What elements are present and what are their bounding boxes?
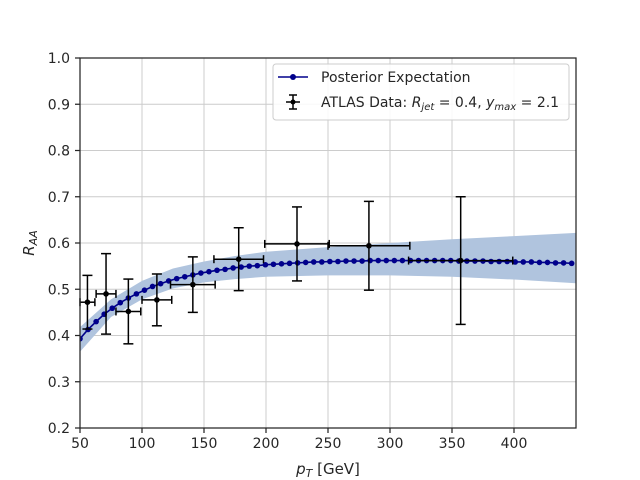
y-tick-label: 0.3 — [48, 375, 70, 391]
posterior-point — [488, 258, 494, 265]
posterior-point — [319, 259, 325, 265]
posterior-point — [181, 273, 188, 280]
posterior-point — [343, 258, 349, 264]
posterior-point — [230, 265, 236, 271]
posterior-point — [310, 259, 317, 265]
atlas-data-series-group — [79, 196, 514, 345]
posterior-point — [80, 335, 83, 342]
x-tick-label: 300 — [377, 436, 404, 452]
posterior-point — [214, 267, 220, 274]
y-tick-label: 0.9 — [48, 97, 70, 113]
legend-label-atlas: ATLAS Data: Rjet = 0.4, ymax = 2.1 — [321, 95, 559, 113]
posterior-point — [222, 266, 228, 273]
data-point — [294, 241, 300, 247]
posterior-point — [536, 259, 543, 266]
posterior-point — [399, 257, 406, 264]
posterior-point — [262, 261, 269, 268]
posterior-point — [335, 258, 341, 265]
legend-errorbar-marker — [290, 99, 296, 105]
posterior-point — [520, 259, 527, 265]
posterior-point — [206, 268, 212, 275]
posterior-point — [504, 258, 510, 265]
posterior-point — [359, 258, 365, 264]
posterior-point — [351, 258, 357, 264]
posterior-point — [254, 262, 261, 269]
data-point — [190, 281, 196, 288]
posterior-point — [157, 280, 164, 287]
legend-box — [272, 63, 570, 121]
posterior-point — [117, 299, 124, 306]
posterior-point — [327, 258, 333, 265]
y-tick-label: 0.7 — [48, 190, 70, 206]
y-tick-label: 0.2 — [48, 421, 70, 437]
data-point — [103, 291, 109, 297]
posterior-point — [149, 283, 156, 290]
data-point — [366, 242, 372, 249]
x-tick-label: 100 — [129, 436, 156, 452]
posterior-point — [238, 264, 244, 270]
x-axis-label: pT [GeV] — [295, 460, 360, 480]
posterior-point — [270, 261, 277, 268]
posterior-point — [375, 257, 382, 264]
data-point — [154, 297, 160, 303]
legend: Posterior Expectation ATLAS Data: Rjet =… — [272, 63, 570, 121]
posterior-point — [391, 257, 398, 264]
y-tick-label: 0.4 — [48, 329, 70, 345]
posterior-point — [512, 259, 519, 265]
x-tick-label: 400 — [501, 436, 528, 452]
y-tick-label: 0.6 — [48, 236, 70, 252]
posterior-point — [278, 261, 285, 267]
legend-label-posterior: Posterior Expectation — [321, 70, 471, 86]
x-tick-label: 350 — [439, 436, 466, 452]
x-tick-label: 150 — [191, 436, 218, 452]
y-tick-label: 0.8 — [48, 144, 70, 160]
y-tick-label: 0.5 — [48, 282, 70, 298]
x-tick-label: 200 — [253, 436, 280, 452]
data-point — [84, 299, 91, 306]
posterior-point — [528, 259, 535, 265]
posterior-point — [141, 287, 148, 293]
posterior-point — [496, 258, 502, 265]
posterior-point — [568, 260, 575, 267]
posterior-point — [286, 260, 293, 267]
x-axis-ticks: 50 100 150 200 250 300 350 400 — [71, 428, 527, 452]
data-point — [457, 257, 464, 264]
posterior-point — [109, 305, 116, 312]
posterior-point — [198, 270, 204, 276]
x-tick-label: 50 — [71, 436, 89, 452]
x-tick-label: 250 — [315, 436, 342, 452]
legend-marker-swatch — [290, 74, 296, 80]
posterior-point — [560, 260, 567, 266]
data-point — [235, 256, 242, 262]
data-point — [125, 308, 132, 315]
posterior-point — [173, 275, 180, 282]
posterior-point — [93, 318, 99, 325]
y-axis-label: RAA — [20, 230, 40, 256]
y-tick-label: 1.0 — [48, 51, 70, 67]
posterior-point — [552, 260, 559, 266]
posterior-point — [302, 259, 309, 266]
posterior-point — [246, 263, 253, 269]
posterior-point — [383, 257, 390, 264]
posterior-point — [133, 291, 140, 297]
posterior-point — [544, 259, 551, 266]
y-axis-ticks: 0.2 0.3 0.4 0.5 0.6 0.7 0.8 0.9 1.0 — [48, 51, 80, 437]
